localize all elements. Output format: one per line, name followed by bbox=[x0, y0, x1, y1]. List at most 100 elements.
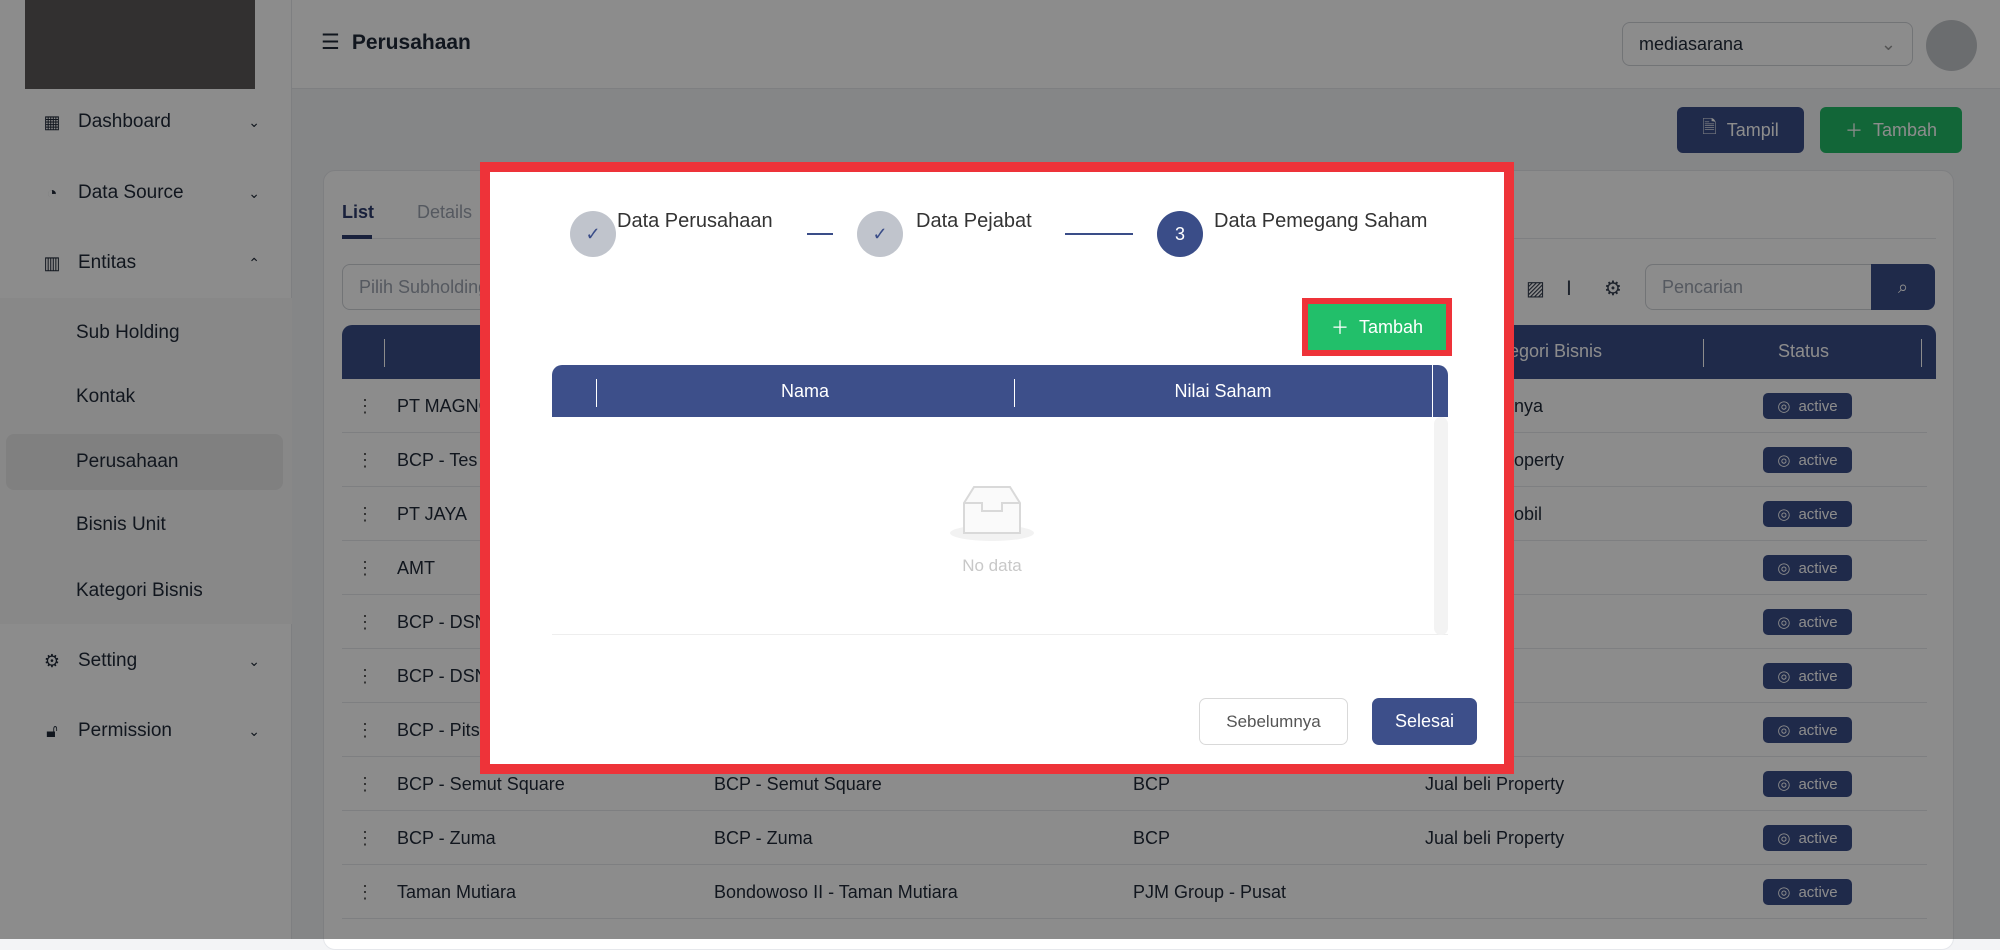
tampil-label: Tampil bbox=[1726, 119, 1779, 140]
row-actions-icon[interactable]: ⋮ bbox=[356, 450, 374, 470]
check-circle-icon: ◎ bbox=[1777, 668, 1791, 685]
menu-label: Entitas bbox=[78, 252, 137, 273]
row-actions-icon[interactable]: ⋮ bbox=[356, 720, 374, 740]
chevron-up-icon: ⌃ bbox=[248, 254, 260, 271]
tab-indicator bbox=[342, 235, 372, 239]
status-badge: ◎ active bbox=[1763, 771, 1852, 797]
finish-button[interactable]: Selesai bbox=[1372, 698, 1477, 745]
sidebar-item-dashboard[interactable]: ▦ Dashboard ⌄ bbox=[0, 94, 292, 150]
cell-kategori-bisnis: nya bbox=[1514, 396, 1544, 416]
row-actions-icon[interactable]: ⋮ bbox=[356, 612, 374, 632]
status-text: active bbox=[1798, 883, 1838, 901]
status-badge: ◎ active bbox=[1763, 609, 1852, 635]
status-badge: ◎ active bbox=[1763, 663, 1852, 689]
search-button[interactable]: ⌕ bbox=[1871, 264, 1935, 310]
company-select[interactable]: mediasarana ⌄ bbox=[1622, 22, 1913, 66]
step-3-label: Data Pemegang Saham bbox=[1214, 210, 1428, 232]
check-circle-icon: ◎ bbox=[1777, 398, 1791, 415]
step-connector bbox=[807, 233, 833, 235]
row-actions-icon[interactable]: ⋮ bbox=[356, 504, 374, 524]
row-actions-icon[interactable]: ⋮ bbox=[356, 774, 374, 794]
tab-details[interactable]: Details bbox=[417, 202, 473, 222]
cell-nama: BCP - Pits bbox=[397, 720, 480, 740]
status-badge: ◎ active bbox=[1763, 879, 1852, 905]
sliders-icon: ▥ bbox=[43, 252, 61, 273]
step-1-check-icon: ✓ bbox=[570, 211, 616, 257]
row-actions-icon[interactable]: ⋮ bbox=[356, 396, 374, 416]
cell-kategori-bisnis: Jual beli Property bbox=[1425, 774, 1565, 794]
status-text: active bbox=[1798, 613, 1838, 631]
row-actions-icon[interactable]: ⋮ bbox=[356, 828, 374, 848]
check-circle-icon: ◎ bbox=[1777, 506, 1791, 523]
gear-icon: ⚙ bbox=[43, 650, 61, 671]
empty-inbox-icon bbox=[950, 486, 1034, 541]
cell-nama: PT MAGNO bbox=[397, 396, 493, 416]
chevron-down-icon: ⌄ bbox=[248, 722, 260, 739]
cell-group: PJM Group - Pusat bbox=[1133, 882, 1287, 902]
table-row[interactable]: ⋮ Taman Mutiara Bondowoso II - Taman Mutia… bbox=[342, 865, 1927, 919]
cell-nama: PT JAYA bbox=[397, 504, 468, 524]
sidebar-item-permission[interactable]: 🔓︎ Permission ⌄ bbox=[0, 703, 292, 759]
gear-icon[interactable]: ⚙ bbox=[1604, 278, 1622, 300]
sidebar-item-entitas[interactable]: ▥ Entitas ⌃ bbox=[0, 235, 292, 291]
scrollbar[interactable] bbox=[1434, 417, 1448, 635]
page-title-text: Perusahaan bbox=[351, 30, 471, 54]
row-actions-icon[interactable]: ⋮ bbox=[356, 666, 374, 686]
text-height-icon[interactable]: Ⅰ bbox=[1566, 278, 1572, 300]
step-3-number: 3 bbox=[1157, 211, 1203, 257]
tambah-shareholder-button[interactable]: ＋ Tambah bbox=[1308, 304, 1446, 350]
search-icon: ⌕ bbox=[1897, 276, 1909, 297]
cell-nama: BCP - Zuma bbox=[397, 828, 496, 848]
row-actions-icon[interactable]: ⋮ bbox=[356, 882, 374, 902]
menu-fold-icon[interactable]: ☰ bbox=[321, 31, 340, 54]
tab-list[interactable]: List bbox=[342, 202, 375, 222]
menu-label: Dashboard bbox=[78, 111, 171, 132]
sidebar-item-kategori-bisnis[interactable]: Kategori Bisnis bbox=[76, 580, 203, 601]
status-text: active bbox=[1798, 667, 1838, 685]
previous-button[interactable]: Sebelumnya bbox=[1199, 698, 1348, 745]
shareholder-table: Nama Nilai Saham No data bbox=[552, 365, 1448, 635]
table-row[interactable]: ⋮ BCP - Zuma BCP - Zuma BCP Jual beli Proper… bbox=[342, 811, 1927, 865]
pie-chart-icon: ◔ bbox=[46, 182, 58, 203]
sidebar-item-data-source[interactable]: ◔ Data Source ⌄ bbox=[0, 165, 292, 221]
status-text: active bbox=[1798, 775, 1838, 793]
tampil-button[interactable]: 🗎︎ Tampil bbox=[1677, 107, 1804, 153]
header-status[interactable]: Status bbox=[1778, 341, 1830, 361]
menu-label: Setting bbox=[78, 650, 138, 671]
column-separator bbox=[1703, 339, 1704, 367]
row-actions-icon[interactable]: ⋮ bbox=[356, 558, 374, 578]
step-2-label: Data Pejabat bbox=[916, 210, 1032, 232]
status-text: active bbox=[1798, 721, 1838, 739]
check-circle-icon: ◎ bbox=[1777, 884, 1791, 901]
status-badge: ◎ active bbox=[1763, 501, 1852, 527]
empty-text: No data bbox=[962, 556, 1022, 575]
cell-group: BCP bbox=[1133, 774, 1171, 794]
header-nilai-saham[interactable]: Nilai Saham bbox=[1174, 381, 1272, 401]
status-text: active bbox=[1798, 505, 1838, 523]
page-title: ☰ Perusahaan bbox=[321, 30, 471, 55]
company-value: mediasarana bbox=[1639, 33, 1744, 54]
tambah-button[interactable]: ＋ Tambah bbox=[1820, 107, 1962, 153]
status-badge: ◎ active bbox=[1763, 447, 1852, 473]
step-1-label: Data Perusahaan bbox=[617, 210, 773, 232]
header-nama[interactable]: Nama bbox=[780, 381, 829, 401]
sidebar-item-bisnis-unit[interactable]: Bisnis Unit bbox=[76, 514, 166, 535]
excel-export-icon[interactable]: ▨ bbox=[1526, 278, 1545, 300]
file-search-icon: 🗎︎ bbox=[1702, 117, 1717, 137]
modal-dialog: ✓ Data Perusahaan ✓ Data Pejabat 3 Data … bbox=[480, 162, 1514, 774]
cell-subholding: BCP - Semut Square bbox=[714, 774, 882, 794]
avatar[interactable] bbox=[1926, 20, 1977, 71]
cell-nama: BCP - DSN bbox=[397, 666, 488, 686]
status-badge: ◎ active bbox=[1763, 555, 1852, 581]
sidebar-item-setting[interactable]: ⚙ Setting ⌄ bbox=[0, 633, 292, 689]
grid-icon: ▦ bbox=[43, 111, 61, 132]
cell-group: BCP bbox=[1133, 828, 1171, 848]
cell-subholding: BCP - Zuma bbox=[714, 828, 813, 848]
check-circle-icon: ◎ bbox=[1777, 776, 1791, 793]
sidebar-item-kontak[interactable]: Kontak bbox=[76, 386, 136, 407]
sidebar-item-perusahaan[interactable]: Perusahaan bbox=[6, 434, 283, 490]
sidebar-item-sub-holding[interactable]: Sub Holding bbox=[76, 322, 180, 343]
cell-kategori-bisnis: Jual beli Property bbox=[1425, 828, 1565, 848]
status-badge: ◎ active bbox=[1763, 717, 1852, 743]
chevron-down-icon: ⌄ bbox=[248, 113, 260, 130]
